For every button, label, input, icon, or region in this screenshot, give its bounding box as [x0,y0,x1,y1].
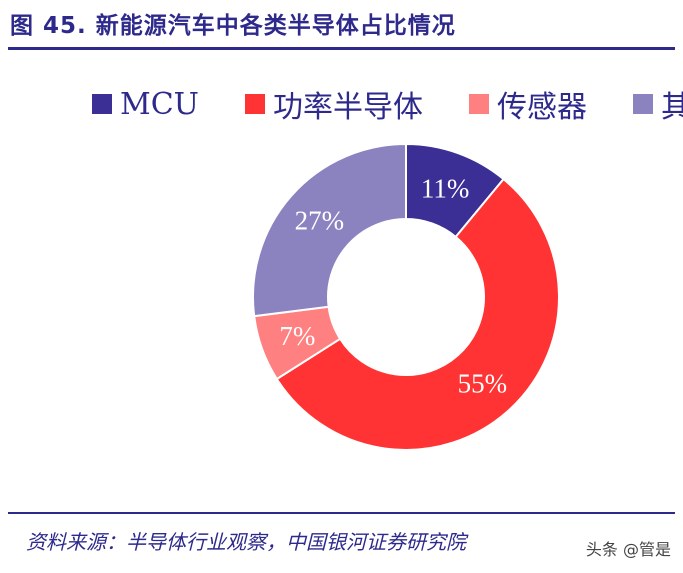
watermark-text: 头条 @管是 [585,540,671,559]
legend-label-sensor: 传感器 [496,90,587,124]
figure-title: 图 45. 新能源汽车中各类半导体占比情况 [10,13,456,39]
legend-swatch-power-semiconductor [244,94,265,114]
donut-chart: 11% 55% 7% 27% [252,142,560,451]
legend-item-mcu: MCU [92,87,199,122]
donut-slice-other [252,142,407,318]
legend-label-power-semiconductor: 功率半导体 [272,90,423,124]
source-note: 资料来源：半导体行业观察，中国银河证券研究院 [26,530,466,554]
donut-slice-power-semiconductor [275,177,560,451]
data-label-other: 27% [295,206,345,236]
legend-item-sensor: 传感器 [468,84,587,124]
data-label-sensor: 7% [279,321,315,351]
legend-label-other: 其伯 [660,90,683,124]
legend-swatch-mcu [92,94,112,114]
legend-swatch-other [632,94,653,114]
legend-swatch-sensor [468,94,489,114]
data-label-power-semiconductor: 55% [458,369,508,399]
chart-legend: MCU 功率半导体 传感器 其伯 [92,84,683,124]
legend-item-power-semiconductor: 功率半导体 [244,84,423,124]
data-label-mcu: 11% [421,173,470,203]
title-underline [8,47,675,50]
footer-rule [8,512,675,514]
legend-item-other: 其伯 [632,84,683,124]
legend-label-mcu: MCU [120,86,199,122]
